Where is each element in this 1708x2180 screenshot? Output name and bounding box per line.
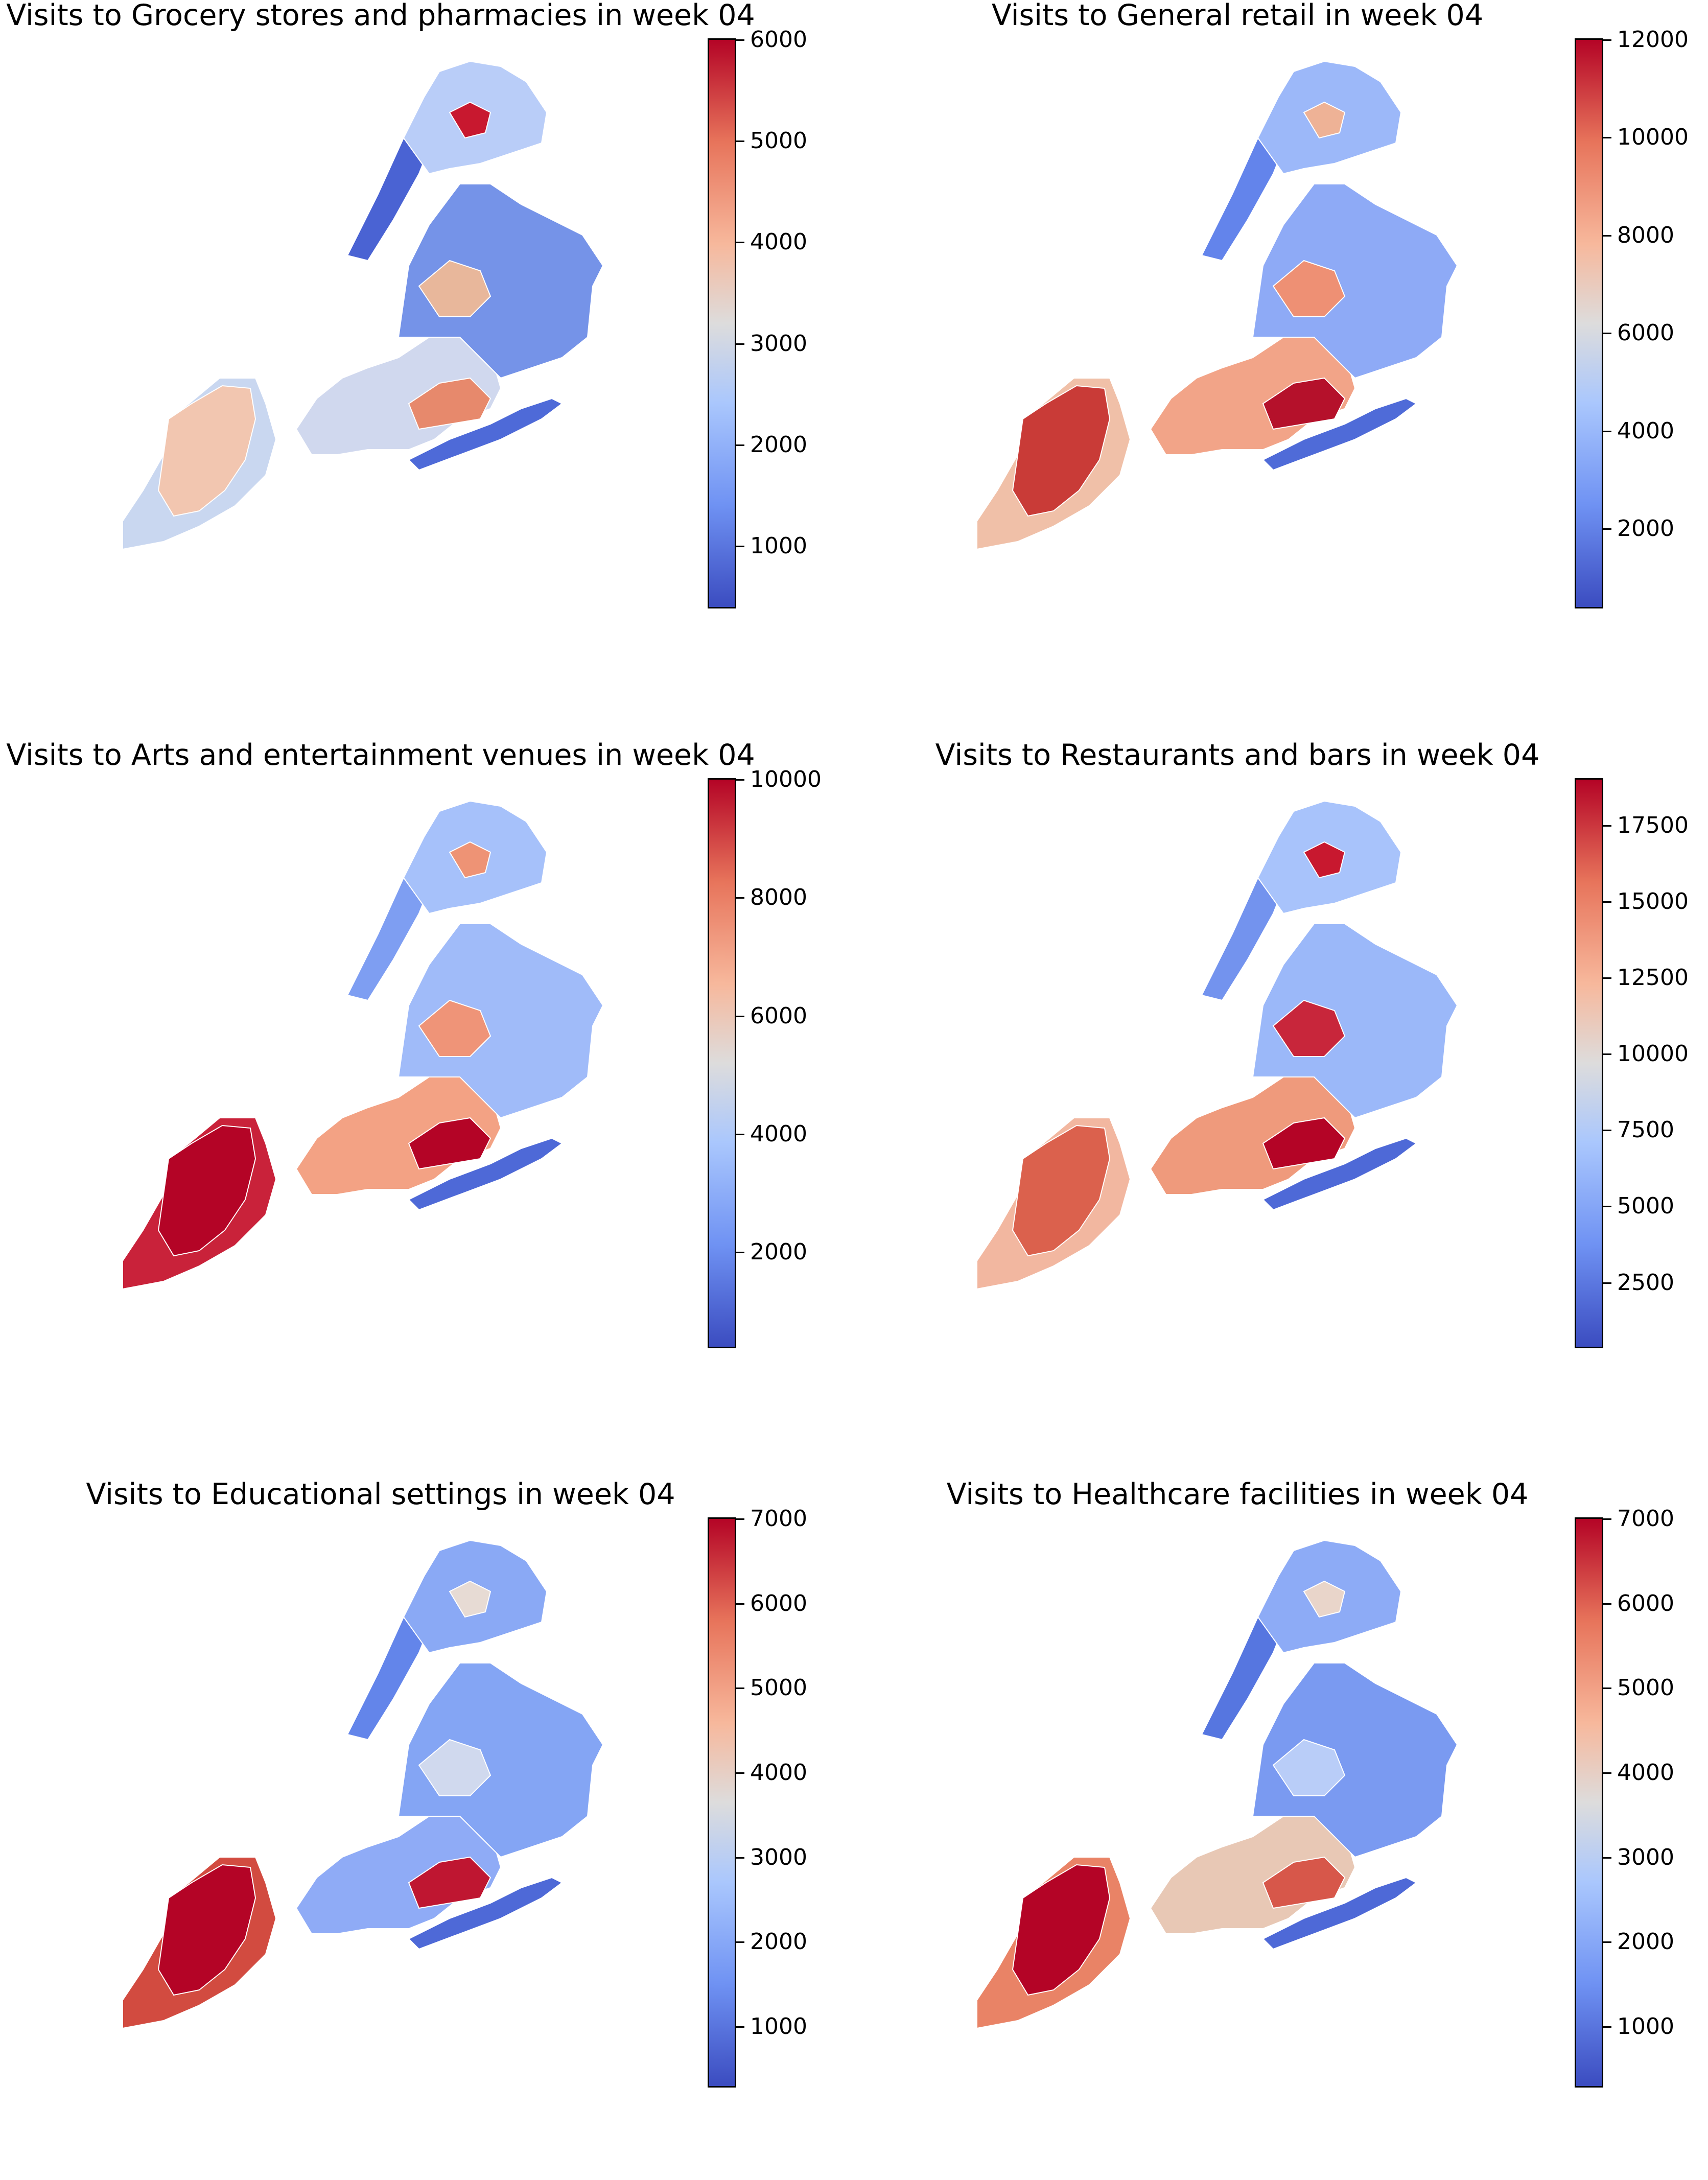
colorbar-tick-label: 4000 xyxy=(750,1122,807,1146)
colorbar-tick-label: 12500 xyxy=(1617,966,1689,990)
colorbar-tick-label: 15000 xyxy=(1617,889,1689,914)
colorbar-tick-label: 2000 xyxy=(1617,517,1674,541)
colorbar-tick-label: 2000 xyxy=(750,1240,807,1264)
colorbar-tick-label: 3000 xyxy=(750,332,807,356)
colorbar-tick-label: 5000 xyxy=(1617,1194,1674,1218)
panel-title: Visits to Grocery stores and pharmacies … xyxy=(0,0,761,31)
colorbar-tick-label: 1000 xyxy=(750,2014,807,2039)
colorbar: 1000 2000 3000 4000 5000 6000 7000 xyxy=(1575,1517,1603,2088)
colorbar-tick-label: 6000 xyxy=(750,1004,807,1028)
nyc-zip-choropleth xyxy=(102,791,649,1312)
colorbar: 2500 5000 7500 10000 12500 15000 17500 xyxy=(1575,778,1603,1348)
colorbar-tick-label: 6000 xyxy=(1617,321,1674,345)
nyc-zip-choropleth xyxy=(956,51,1503,572)
colorbar-tick-label: 6000 xyxy=(750,28,807,52)
colorbar-tick-label: 4000 xyxy=(1617,419,1674,443)
colorbar-tick-label: 6000 xyxy=(1617,1591,1674,1616)
map-panel-6: Visits to Healthcare facilities in week … xyxy=(854,1479,1708,2180)
colorbar-tick-label: 10000 xyxy=(1617,1042,1689,1066)
map-panel-2: Visits to General retail in week 04 2000 4… xyxy=(854,0,1708,701)
panel-title: Visits to General retail in week 04 xyxy=(854,0,1621,31)
colorbar-tick-label: 5000 xyxy=(750,1676,807,1700)
colorbar-tick-label: 17500 xyxy=(1617,813,1689,838)
colorbar: 2000 4000 6000 8000 10000 12000 xyxy=(1575,38,1603,608)
colorbar-tick-label: 2000 xyxy=(750,1930,807,1954)
map-panel-1: Visits to Grocery stores and pharmacies … xyxy=(0,0,854,701)
colorbar-tick-label: 3000 xyxy=(750,1845,807,1870)
panel-title: Visits to Arts and entertainment venues … xyxy=(0,740,761,770)
colorbar: 1000 2000 3000 4000 5000 6000 7000 xyxy=(708,1517,736,2088)
colorbar-tick-label: 10000 xyxy=(750,767,822,792)
colorbar-tick-label: 8000 xyxy=(1617,223,1674,248)
colorbar-tick-label: 8000 xyxy=(750,885,807,910)
colorbar: 2000 4000 6000 8000 10000 xyxy=(708,778,736,1348)
map-panel-5: Visits to Educational settings in week 0… xyxy=(0,1479,854,2180)
colorbar-tick-label: 7500 xyxy=(1617,1118,1674,1142)
colorbar-tick-label: 7000 xyxy=(1617,1507,1674,1531)
panel-title: Visits to Educational settings in week 0… xyxy=(82,1479,680,1510)
colorbar-tick-label: 7000 xyxy=(750,1507,807,1531)
panel-title: Visits to Healthcare facilities in week … xyxy=(854,1479,1621,1510)
colorbar-tick-label: 1000 xyxy=(750,534,807,558)
colorbar-tick-label: 4000 xyxy=(750,1761,807,1785)
colorbar-tick-label: 2000 xyxy=(750,433,807,457)
colorbar-tick-label: 6000 xyxy=(750,1591,807,1616)
colorbar-tick-label: 2000 xyxy=(1617,1930,1674,1954)
nyc-zip-choropleth xyxy=(102,51,649,572)
nyc-zip-choropleth xyxy=(102,1530,649,2051)
colorbar-tick-label: 4000 xyxy=(750,230,807,254)
colorbar: 1000 2000 3000 4000 5000 6000 xyxy=(708,38,736,608)
colorbar-tick-label: 10000 xyxy=(1617,125,1689,150)
nyc-zip-choropleth xyxy=(956,1530,1503,2051)
map-panel-3: Visits to Arts and entertainment venues … xyxy=(0,740,854,1441)
colorbar-tick-label: 2500 xyxy=(1617,1271,1674,1295)
colorbar-tick-label: 12000 xyxy=(1617,28,1689,52)
colorbar-tick-label: 5000 xyxy=(1617,1676,1674,1700)
colorbar-tick-label: 4000 xyxy=(1617,1761,1674,1785)
nyc-zip-choropleth xyxy=(956,791,1503,1312)
colorbar-tick-label: 3000 xyxy=(1617,1845,1674,1870)
colorbar-tick-label: 1000 xyxy=(1617,2014,1674,2039)
map-panel-4: Visits to Restaurants and bars in week 0… xyxy=(854,740,1708,1441)
colorbar-tick-label: 5000 xyxy=(750,129,807,153)
panel-title: Visits to Restaurants and bars in week 0… xyxy=(854,740,1621,770)
